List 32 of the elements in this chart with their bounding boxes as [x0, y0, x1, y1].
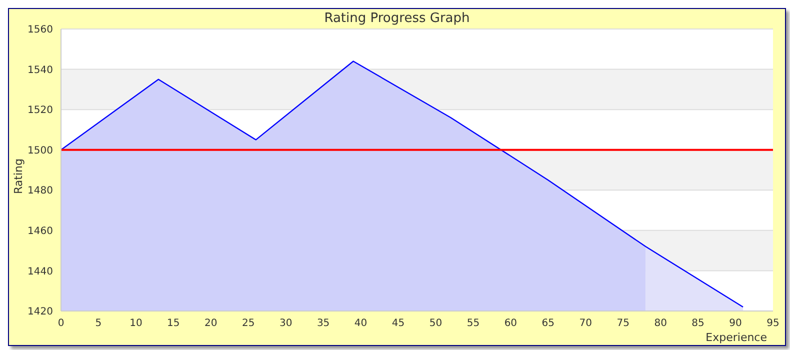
y-tick-label: 1540	[28, 64, 53, 76]
y-tick-label: 1520	[28, 105, 53, 116]
x-tick-label: 70	[579, 318, 592, 330]
chart-title: Rating Progress Graph	[323, 11, 471, 26]
y-tick-label: 1560	[28, 24, 53, 36]
x-tick-label: 20	[204, 318, 218, 330]
x-tick-label: 5	[95, 318, 102, 330]
x-tick-label: 60	[504, 318, 518, 330]
x-tick-label: 85	[692, 318, 704, 330]
x-tick-label: 35	[316, 318, 330, 330]
line-series	[61, 60, 744, 308]
y-tick-label: 1460	[28, 226, 53, 237]
x-tick-label: 80	[654, 318, 667, 330]
y-axis-title: Rating	[12, 158, 25, 194]
x-tick-label: 90	[729, 318, 742, 330]
x-tick-label: 75	[616, 318, 630, 330]
x-tick-label: 30	[279, 318, 292, 330]
x-tick-label: 25	[242, 318, 255, 330]
y-tick-label: 1420	[28, 306, 53, 318]
x-tick-label: 10	[130, 318, 142, 330]
x-tick-label: 65	[542, 318, 555, 330]
x-tick-label: 50	[429, 318, 442, 330]
x-axis-title: Experience	[706, 331, 767, 344]
y-tick-label: 1440	[28, 266, 53, 278]
x-tick-label: 15	[167, 318, 180, 330]
y-tick-label: 1500	[28, 145, 53, 156]
y-tick-label: 1480	[28, 186, 53, 197]
x-tick-label: 40	[354, 318, 368, 330]
x-tick-label: 55	[466, 318, 480, 330]
x-tick-label: 95	[766, 318, 780, 330]
x-tick-label: 45	[392, 318, 405, 330]
x-tick-label: 0	[58, 318, 64, 330]
